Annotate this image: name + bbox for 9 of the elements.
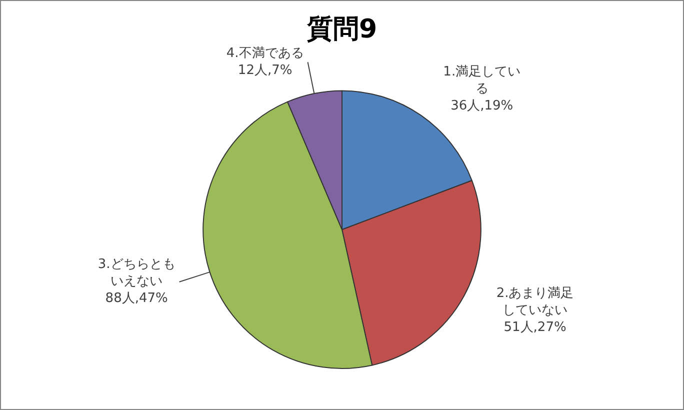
data-label: 51人,27% [504,320,566,336]
data-label: 36人,19% [450,98,514,114]
chart-title: 質問9 [306,14,378,44]
data-label: 88人,47% [105,291,168,306]
slice-label: 1.満足している [443,64,521,96]
slice-label: 2.あまり満足していない [496,286,574,318]
slice-label: 3.どちらともいえない [98,257,176,290]
slice-label: 4.不満である [226,46,304,62]
data-label: 12人,7% [238,63,292,78]
